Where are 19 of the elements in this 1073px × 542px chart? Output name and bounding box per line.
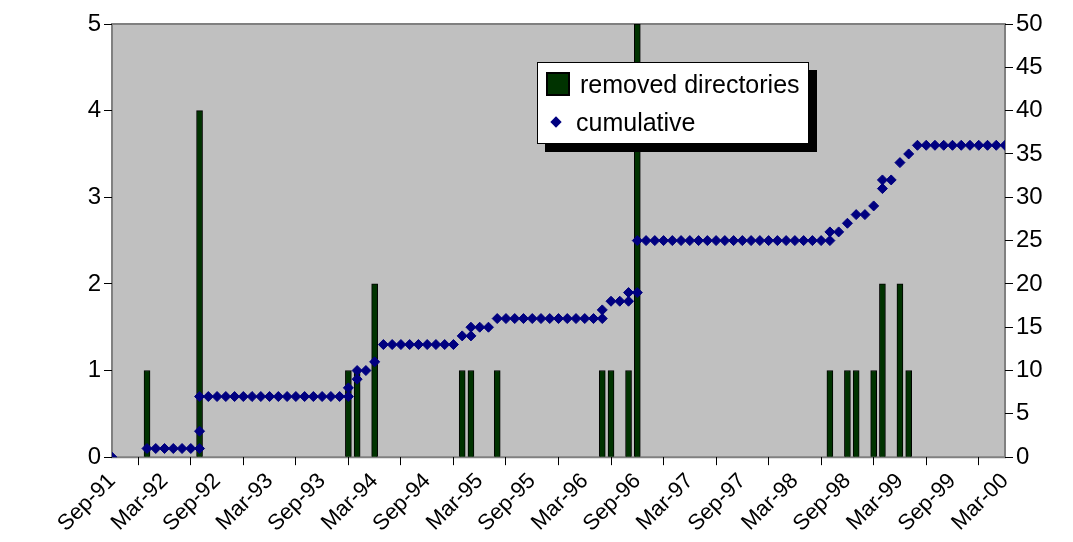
y2-tick-label: 35 [1016,138,1043,166]
legend-label: removed directories [580,69,800,100]
y-tick-label: 0 [87,441,101,469]
y-tick-label: 5 [87,8,101,36]
y2-tick-label: 45 [1016,51,1043,79]
y2-tick-label: 40 [1016,95,1043,123]
y2-tick-label: 25 [1016,225,1043,253]
y-tick-label: 2 [87,268,101,296]
legend-label: cumulative [576,107,696,138]
y2-tick-label: 5 [1016,398,1030,426]
y2-tick-label: 10 [1016,355,1043,383]
y2-tick-label: 30 [1016,181,1043,209]
y-tick-label: 3 [87,181,101,209]
y-tick-label: 4 [87,95,101,123]
y2-tick-label: 15 [1016,311,1043,339]
y2-tick-label: 50 [1016,8,1043,36]
y2-tick-label: 20 [1016,268,1043,296]
y2-tick-label: 0 [1016,441,1030,469]
y-tick-label: 1 [87,355,101,383]
